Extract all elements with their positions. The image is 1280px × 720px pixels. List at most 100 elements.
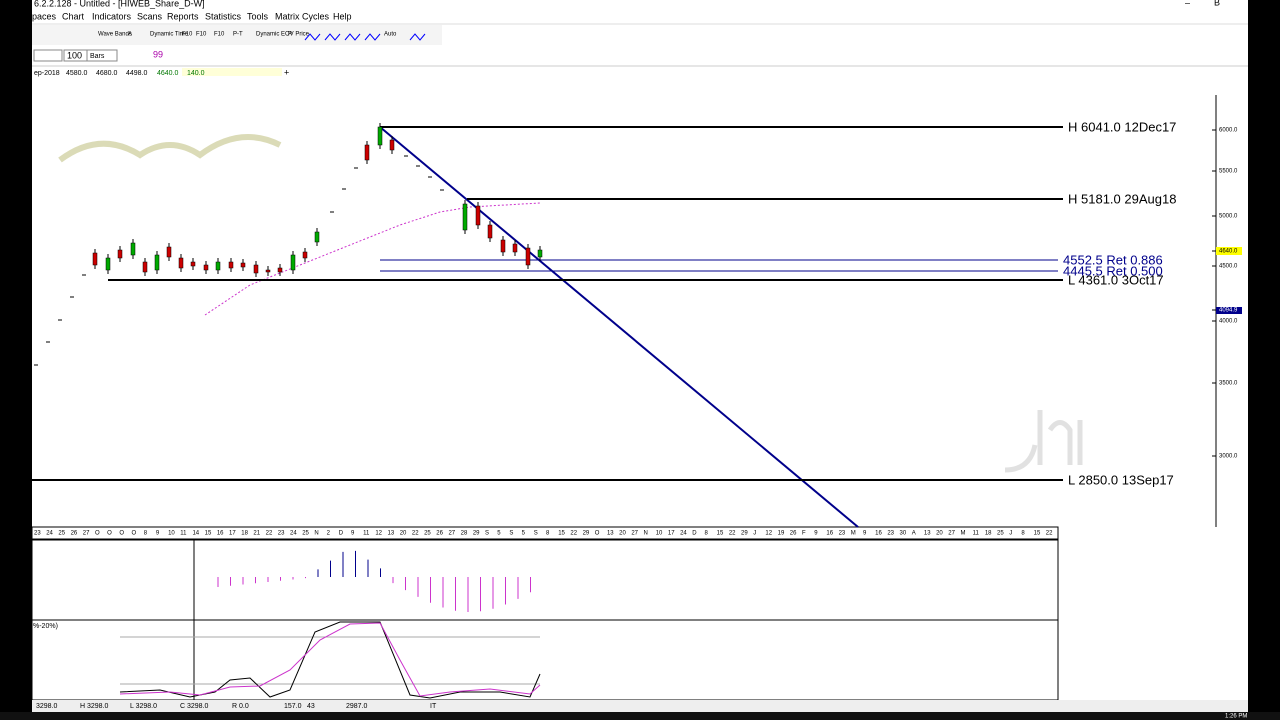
icon[interactable]: 99 (153, 49, 163, 59)
date-label: N (314, 531, 318, 537)
candle (475, 205, 481, 226)
toolbar-icon[interactable] (409, 33, 426, 41)
date-label: 15 (1034, 531, 1041, 537)
menu-item[interactable]: Statistics (205, 11, 242, 21)
close[interactable]: B (1214, 0, 1220, 7)
date-label: 23 (887, 531, 894, 537)
candle (525, 247, 531, 266)
candle (228, 261, 234, 269)
add-tab[interactable]: + (284, 67, 289, 77)
status-field: 157.0 (284, 703, 302, 710)
date-label: 22 (412, 531, 419, 537)
date-label: 2 (327, 531, 331, 537)
date-label: 25 (424, 531, 431, 537)
combo[interactable] (33, 49, 63, 62)
toolbar-icon[interactable] (304, 33, 321, 41)
date-label: 24 (46, 531, 53, 537)
candle (537, 249, 543, 258)
info-value: 4498.0 (126, 70, 148, 77)
date-label: 11 (180, 531, 187, 537)
date-label: 8 (144, 531, 148, 537)
candle (92, 252, 98, 266)
info-value: 4680.0 (96, 70, 118, 77)
toolbar-button[interactable]: Auto (384, 32, 397, 38)
toolbar-button[interactable]: A (128, 32, 132, 38)
level-label: 4552.5 Ret 0.886 (1063, 252, 1163, 267)
toolbar-icon[interactable] (344, 33, 361, 41)
toolbar-button[interactable]: Dynamic EOV Price (256, 32, 310, 38)
date-axis (31, 526, 1059, 540)
date-label: 11 (973, 531, 980, 537)
price-label: 5000.0 (1219, 214, 1238, 220)
menu-item[interactable]: Chart (62, 11, 85, 21)
date-label: 25 (58, 531, 65, 537)
toolbar-button[interactable]: Dynamic Time (150, 32, 189, 38)
date-label: D (692, 531, 697, 537)
date-label: 22 (729, 531, 736, 537)
date-label: 25 (997, 531, 1004, 537)
menu-item[interactable]: Scans (137, 11, 163, 21)
toolbar (32, 25, 442, 45)
price-label: 4094.9 (1219, 308, 1238, 314)
toolbar-button[interactable]: P-T (233, 32, 243, 38)
watermark (1004, 410, 1083, 473)
minimize[interactable]: – (1185, 0, 1190, 7)
date-label: N (644, 531, 648, 537)
mode-box[interactable] (86, 49, 118, 62)
histogram-panel (31, 539, 1059, 621)
candle (290, 254, 296, 271)
level-label: L 2850.0 13Sep17 (1068, 472, 1174, 487)
menu-item[interactable]: paces (32, 11, 57, 21)
toolbar-icon[interactable] (364, 33, 381, 41)
date-label: 20 (619, 531, 626, 537)
candle (265, 269, 271, 273)
date-label: 23 (839, 531, 846, 537)
toolbar-button[interactable]: F10 (182, 32, 193, 38)
date-label: D (339, 531, 344, 537)
candle (253, 264, 259, 274)
candle (154, 254, 160, 271)
date-label: F (802, 531, 806, 537)
candle (377, 126, 383, 146)
date-label: 27 (448, 531, 455, 537)
date-label: 17 (229, 531, 236, 537)
count-value: 100 (67, 50, 82, 60)
status-field: IT (430, 703, 437, 710)
menu-item[interactable]: Indicators (92, 11, 132, 21)
price-label: 5500.0 (1219, 169, 1238, 175)
date-label: 29 (583, 531, 590, 537)
candle (512, 243, 518, 253)
date-label: 13 (924, 531, 931, 537)
toolbar-button[interactable]: P (288, 32, 292, 38)
date-label: 13 (388, 531, 395, 537)
date-label: S (485, 531, 489, 537)
date-label: 9 (863, 531, 867, 537)
menu-item[interactable]: Tools (247, 11, 269, 21)
date-label: 8 (546, 531, 550, 537)
status-field: 43 (307, 703, 315, 710)
status-field: H 3298.0 (80, 703, 109, 710)
candle (166, 246, 172, 258)
date-label: 8 (1021, 531, 1025, 537)
toolbar-button[interactable]: F10 (196, 32, 207, 38)
price-label: 6000.0 (1219, 128, 1238, 134)
date-label: 20 (936, 531, 943, 537)
date-label: 15 (205, 531, 212, 537)
menu-item[interactable]: Help (333, 11, 352, 21)
toolbar-icon[interactable] (324, 33, 341, 41)
status-field: 2987.0 (346, 703, 368, 710)
toolbar-button[interactable]: Wave Bands (98, 32, 132, 38)
menu-item[interactable]: Reports (167, 11, 199, 21)
moving-average (204, 202, 541, 316)
date-label: 23 (278, 531, 285, 537)
date-label: 10 (168, 531, 175, 537)
info-value: 140.0 (187, 70, 205, 77)
candle (130, 242, 136, 256)
toolbar-button[interactable]: F10 (214, 32, 225, 38)
date-label: 20 (400, 531, 407, 537)
date-label: 5 (497, 531, 501, 537)
menu-item[interactable]: Matrix Cycles (275, 11, 330, 21)
date-label: 10 (656, 531, 663, 537)
